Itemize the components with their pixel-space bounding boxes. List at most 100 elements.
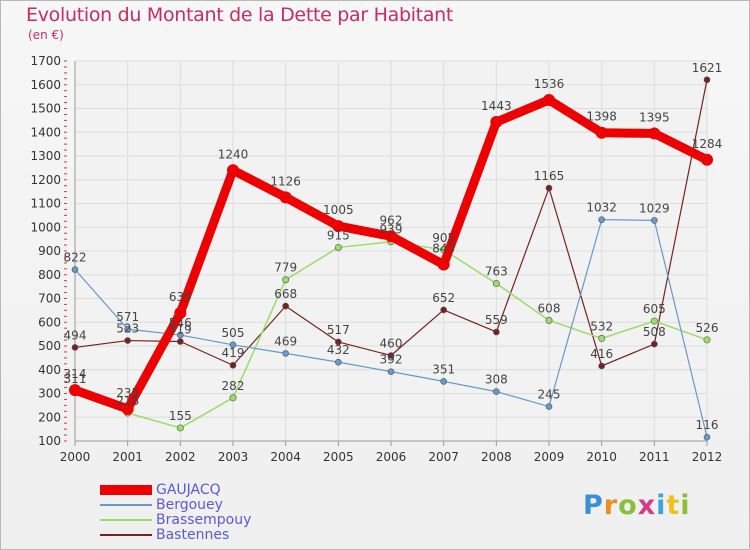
data-label-bergouey: 392 (380, 353, 403, 367)
legend-label: Bastennes (156, 527, 230, 543)
data-point-gaujacq (385, 230, 397, 243)
data-label-bastennes: 494 (64, 328, 87, 342)
chart-legend: GAUJACQ Bergouey Brassempouy Bastennes (100, 482, 300, 543)
y-tick-label: 1600 (30, 78, 61, 92)
data-label-bastennes: 517 (327, 323, 350, 337)
data-label-bergouey: 505 (222, 326, 245, 340)
data-label-gaujacq: 1395 (639, 110, 670, 124)
data-label-bastennes: 1165 (534, 169, 565, 183)
legend-label: Brassempouy (156, 512, 252, 528)
data-label-gaujacq: 843 (432, 242, 455, 256)
data-label-bergouey: 1032 (586, 201, 617, 215)
data-point-bergouey (651, 217, 658, 224)
logo-letter: t (666, 490, 681, 521)
data-point-bergouey (124, 325, 131, 333)
data-label-brassempouy: 282 (222, 379, 245, 393)
data-point-bastennes (440, 306, 447, 314)
y-tick-label: 1000 (30, 220, 61, 234)
data-label-brassempouy: 905 (432, 231, 455, 245)
data-point-gaujacq (279, 191, 292, 204)
data-point-brassempouy (334, 243, 342, 251)
data-label-bergouey: 469 (274, 334, 297, 348)
logo-letter: i (656, 490, 667, 521)
data-point-brassempouy (282, 276, 290, 284)
data-label-brassempouy: 608 (538, 301, 561, 315)
data-point-bastennes (282, 302, 289, 310)
proxiti-logo: Proxiti (583, 490, 691, 521)
data-label-bergouey: 116 (696, 418, 719, 432)
data-point-brassempouy (229, 394, 237, 402)
data-label-brassempouy: 532 (590, 319, 613, 333)
data-label-gaujacq: 1398 (586, 110, 617, 124)
legend-item: GAUJACQ (100, 482, 300, 498)
y-tick-label: 700 (38, 292, 61, 306)
legend-swatch (100, 534, 152, 536)
legend-swatch (100, 504, 152, 506)
y-tick-label: 100 (38, 434, 61, 448)
data-point-bergouey (387, 368, 395, 375)
x-tick-label: 2004 (270, 450, 301, 464)
data-point-gaujacq (121, 402, 134, 415)
data-label-bergouey: 571 (116, 310, 139, 324)
y-tick-label: 600 (38, 315, 61, 329)
y-tick-label: 1500 (30, 102, 61, 116)
data-point-bergouey (335, 358, 342, 366)
data-label-gaujacq: 1443 (481, 99, 512, 113)
data-point-bergouey (493, 388, 500, 395)
logo-letter: i (680, 490, 691, 521)
data-point-gaujacq (174, 306, 187, 319)
data-label-gaujacq: 1005 (323, 203, 354, 217)
data-label-brassempouy: 526 (696, 321, 719, 335)
data-point-brassempouy (703, 336, 711, 344)
data-label-bergouey: 822 (64, 251, 87, 265)
data-label-bastennes: 559 (485, 313, 508, 327)
x-tick-label: 2000 (60, 450, 91, 464)
data-label-bastennes: 1621 (692, 61, 723, 75)
data-point-gaujacq (648, 127, 661, 140)
data-point-bergouey (177, 331, 184, 339)
data-label-brassempouy: 218 (116, 394, 139, 408)
x-tick-label: 2008 (481, 450, 512, 464)
data-label-bastennes: 668 (274, 287, 297, 301)
data-point-gaujacq (595, 126, 608, 139)
data-label-bergouey: 1029 (639, 201, 670, 215)
data-label-bastennes: 523 (116, 322, 139, 336)
legend-item: Bergouey (100, 497, 300, 513)
y-tick-label: 400 (38, 363, 61, 377)
y-tick-label: 1700 (30, 54, 61, 68)
data-point-gaujacq (227, 164, 239, 177)
data-label-bastennes: 416 (590, 347, 613, 361)
data-point-gaujacq (437, 258, 450, 271)
data-label-bergouey: 351 (432, 362, 455, 376)
data-point-bastennes (229, 361, 237, 369)
data-point-brassempouy (598, 334, 606, 342)
data-point-bergouey (282, 350, 289, 357)
legend-label: Bergouey (156, 497, 223, 513)
legend-item: Bastennes (100, 527, 300, 543)
data-label-bergouey: 245 (538, 388, 561, 402)
data-label-bastennes: 419 (222, 346, 245, 360)
data-point-bastennes (177, 338, 184, 345)
data-point-gaujacq (543, 93, 555, 106)
legend-item: Brassempouy (100, 512, 300, 528)
data-point-brassempouy (176, 424, 184, 432)
y-tick-label: 1300 (30, 149, 61, 163)
data-label-bastennes: 460 (380, 337, 403, 351)
data-point-bastennes (124, 337, 131, 344)
data-point-bastennes (387, 352, 395, 359)
data-point-gaujacq (332, 220, 345, 233)
x-tick-label: 2005 (323, 450, 354, 464)
data-label-bastennes: 508 (643, 325, 666, 339)
logo-letter: P (583, 490, 604, 521)
y-tick-label: 800 (38, 268, 61, 282)
y-tick-label: 1400 (30, 125, 61, 139)
data-label-gaujacq: 1284 (692, 137, 723, 151)
x-tick-label: 2001 (112, 450, 143, 464)
data-point-gaujacq (490, 116, 503, 129)
legend-swatch (100, 485, 152, 495)
y-tick-label: 500 (38, 339, 61, 353)
data-label-gaujacq: 1126 (270, 174, 301, 188)
data-label-gaujacq: 314 (64, 367, 87, 381)
legend-label: GAUJACQ (156, 482, 221, 498)
x-tick-label: 2012 (692, 450, 723, 464)
